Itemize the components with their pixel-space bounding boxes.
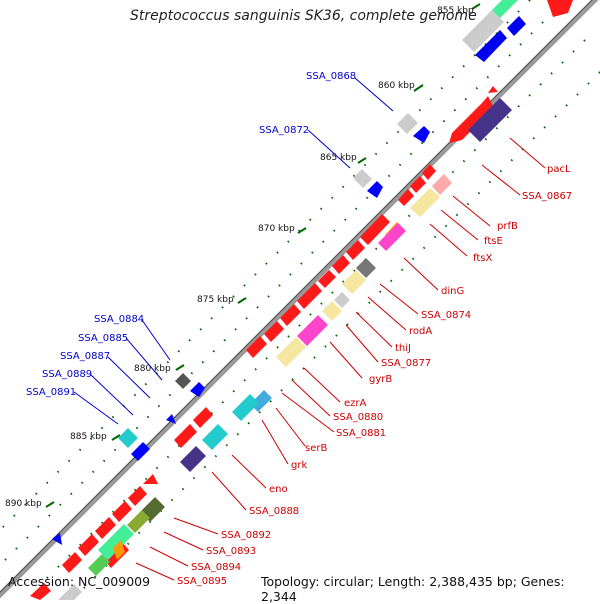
gene-arrow[interactable]: [297, 283, 322, 309]
kbp-label: 870 kbp: [258, 224, 295, 234]
gene-arrow[interactable]: [174, 424, 197, 448]
gene-arrow[interactable]: [332, 255, 350, 274]
function-bars: [58, 0, 526, 600]
gene-label[interactable]: grk: [291, 460, 307, 471]
gene-label[interactable]: SSA_0892: [221, 530, 271, 541]
gene-arrow[interactable]: [62, 552, 82, 573]
gene-arrow[interactable]: [112, 501, 132, 522]
gene-label[interactable]: SSA_0887: [60, 351, 110, 362]
gene-arrow[interactable]: [353, 169, 372, 188]
gene-arrow[interactable]: [488, 86, 498, 93]
gene-label[interactable]: pacL: [547, 164, 571, 175]
gene-arrow[interactable]: [367, 181, 383, 198]
gene-label[interactable]: SSA_0888: [249, 506, 299, 517]
gene-arrow[interactable]: [30, 583, 51, 600]
gene-label[interactable]: ftsX: [473, 253, 492, 264]
gene-arrow[interactable]: [131, 442, 150, 461]
gene-arrow[interactable]: [246, 336, 267, 358]
gene-arrow[interactable]: [128, 486, 147, 506]
kbp-label: 875 kbp: [197, 295, 234, 305]
gene-arrow[interactable]: [264, 321, 284, 342]
gene-arrow[interactable]: [397, 113, 418, 134]
gene-label[interactable]: dinG: [441, 286, 464, 297]
gene-label[interactable]: serB: [305, 443, 327, 454]
gene-label[interactable]: SSA_0894: [191, 562, 241, 573]
gene-label[interactable]: SSA_0889: [42, 369, 92, 380]
gene-label[interactable]: eno: [269, 484, 288, 495]
gene-arrow[interactable]: [118, 428, 138, 448]
forward-leader-lines: [135, 137, 546, 581]
gene-label[interactable]: SSA_0874: [421, 310, 471, 321]
gene-label[interactable]: SSA_0880: [333, 412, 383, 423]
gene-arrow[interactable]: [422, 164, 436, 180]
kbp-label: 890 kbp: [5, 499, 42, 509]
forward-genes: [30, 0, 575, 600]
gene-arrow[interactable]: [410, 176, 426, 193]
gene-arrow[interactable]: [318, 270, 336, 288]
gene-label[interactable]: ftsE: [484, 236, 503, 247]
gene-label[interactable]: rodA: [409, 326, 432, 337]
gene-arrow[interactable]: [413, 126, 430, 143]
gene-arrow[interactable]: [280, 304, 301, 326]
gene-label[interactable]: SSA_0884: [94, 314, 144, 325]
gene-label[interactable]: prfB: [497, 221, 518, 232]
gene-arrow[interactable]: [95, 517, 116, 539]
gene-arrow[interactable]: [398, 189, 414, 206]
gene-label[interactable]: SSA_0867: [522, 191, 572, 202]
gene-arrow[interactable]: [346, 240, 365, 260]
gene-arrow[interactable]: [193, 407, 213, 428]
gene-label[interactable]: SSA_0881: [336, 428, 386, 439]
gene-label[interactable]: SSA_0885: [78, 333, 128, 344]
gene-arrow[interactable]: [175, 373, 191, 389]
gene-label[interactable]: gyrB: [369, 374, 392, 385]
gene-arrow[interactable]: [547, 0, 575, 17]
gene-arrow[interactable]: [360, 214, 390, 245]
kbp-label: 855 kbp: [437, 6, 474, 16]
kbp-ticks: [45, 3, 481, 508]
gene-label[interactable]: SSA_0868: [306, 71, 356, 82]
gene-label[interactable]: SSA_0893: [206, 546, 256, 557]
map-title: Streptococcus sanguinis SK36, complete g…: [130, 8, 477, 24]
gene-arrow[interactable]: [78, 534, 99, 556]
gene-arrow[interactable]: [143, 474, 158, 484]
gene-label[interactable]: SSA_0877: [381, 358, 431, 369]
gene-label[interactable]: SSA_0891: [26, 387, 76, 398]
gene-label[interactable]: SSA_0895: [177, 576, 227, 587]
gene-label[interactable]: thiJ: [395, 343, 411, 354]
kbp-label: 885 kbp: [70, 432, 107, 442]
kbp-label: 860 kbp: [378, 81, 415, 91]
gene-arrow[interactable]: [52, 533, 62, 545]
reverse-genes: [52, 113, 430, 545]
gene-arrow[interactable]: [449, 96, 494, 143]
gene-arrow[interactable]: [190, 382, 205, 397]
gene-label[interactable]: ezrA: [344, 398, 367, 409]
gene-label[interactable]: SSA_0872: [259, 125, 309, 136]
reverse-leader-lines: [73, 77, 394, 425]
accession-text: Accession: NC_009009: [8, 574, 151, 589]
gene-arrow[interactable]: [166, 414, 176, 424]
